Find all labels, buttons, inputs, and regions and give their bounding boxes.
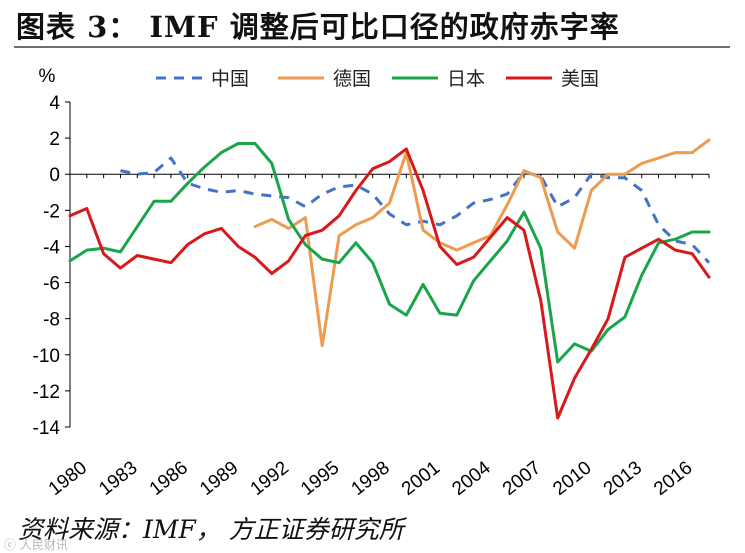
y-tick-label: -6 [43,274,60,295]
series-line-1 [253,138,711,348]
x-tick-label: 2004 [448,457,495,500]
legend-label-0: 中国 [211,68,249,90]
y-tick-label: -14 [33,418,61,439]
source-note: 资料来源：IMF， 方正证券研究所 [18,515,404,544]
y-tick-label: -10 [33,346,60,367]
x-tick-label: 1992 [247,457,293,500]
figure-title: 图表 3： IMF 调整后可比口径的政府赤字率 [16,10,620,44]
y-tick-label: -4 [43,237,60,258]
y-tick-label: 4 [49,93,60,114]
y-tick-label: -2 [43,201,60,222]
chart-legend: 中国 德国 日本 美国 [156,68,599,90]
x-tick-label: 1989 [196,457,242,500]
x-tick-label: 2016 [650,457,696,500]
y-tick-label: 2 [49,129,60,150]
series-line-3 [68,147,711,420]
series-line-2 [68,142,711,364]
x-tick-label: 2013 [600,457,646,500]
legend-label-2: 日本 [447,68,485,90]
y-axis-unit-label: % [39,66,56,87]
x-tick-label: 2001 [398,457,444,500]
y-tick-label: -12 [33,382,60,403]
x-tick-label: 2007 [499,457,545,500]
line-chart: 420-2-4-6-8-10-12-14%1980 1983 1986 1989 199… [33,66,711,500]
x-tick-label: 1986 [146,457,192,500]
x-tick-label: 1983 [95,457,141,500]
series-layer [68,138,711,420]
title-divider [14,46,730,48]
legend-label-3: 美国 [561,68,599,90]
watermark: ⓒ 人民财讯 [4,538,68,552]
legend-label-1: 德国 [333,68,371,90]
x-tick-label: 2010 [549,457,595,500]
x-tick-label: 1995 [297,457,343,500]
x-tick-label: 1998 [348,457,394,500]
chart-axes: 420-2-4-6-8-10-12-14%1980 1983 1986 1989 199… [33,66,710,500]
x-tick-label: 1980 [45,457,91,500]
y-tick-label: 0 [49,165,60,186]
y-tick-label: -8 [43,310,60,331]
